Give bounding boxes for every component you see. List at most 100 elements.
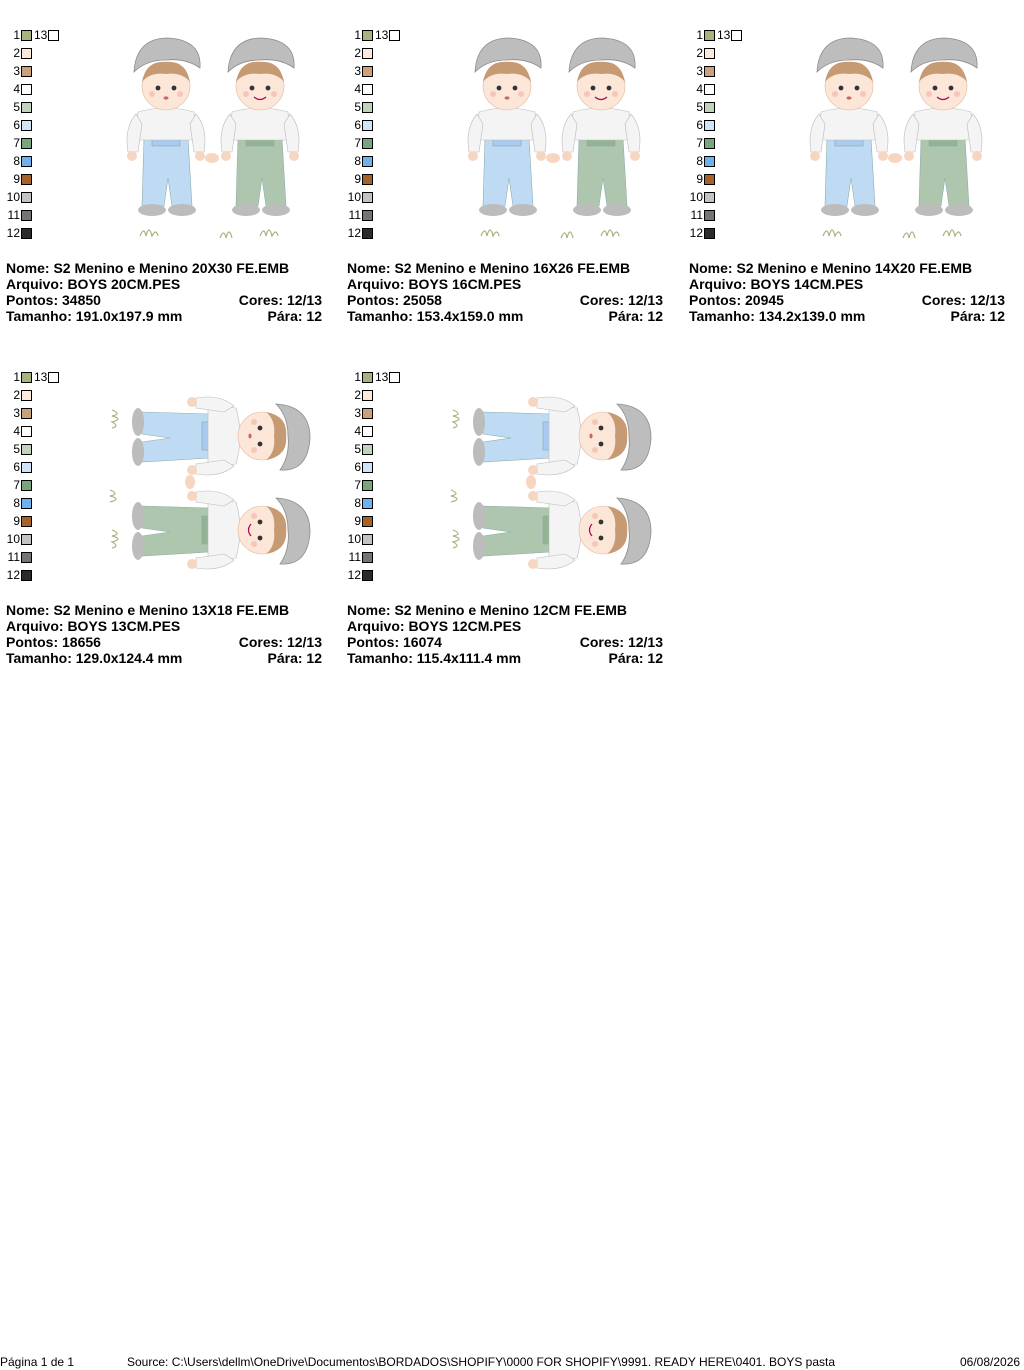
color-swatch [704, 155, 715, 167]
design-file: Arquivo: BOYS 12CM.PES [347, 618, 522, 634]
info-line: Nome: S2 Menino e Menino 20X30 FE.EMB [6, 260, 322, 276]
color-number: 1 [696, 28, 703, 42]
info-line: Tamanho: 134.2x139.0 mm Pára: 12 [689, 308, 1005, 324]
color-swatch-row: 2 [341, 46, 373, 60]
color-number: 10 [6, 190, 20, 204]
color-number: 9 [696, 172, 703, 186]
color-swatch [362, 497, 373, 509]
design-info: Nome: S2 Menino e Menino 12CM FE.EMB Arqu… [347, 602, 663, 666]
info-line: Arquivo: BOYS 20CM.PES [6, 276, 322, 292]
color-number: 11 [348, 550, 361, 564]
color-number: 11 [348, 208, 361, 222]
color-number: 4 [354, 82, 361, 96]
embroidery-preview [100, 370, 320, 590]
color-swatch-row: 9 [0, 514, 32, 528]
color-swatch-row: 12 [0, 568, 32, 582]
color-swatch-row: 4 [341, 82, 373, 96]
color-number: 2 [354, 46, 361, 60]
info-line: Pontos: 34850 Cores: 12/13 [6, 292, 322, 308]
design-size: Tamanho: 153.4x159.0 mm [347, 308, 524, 324]
color-number: 11 [7, 208, 20, 222]
design-info: Nome: S2 Menino e Menino 13X18 FE.EMB Arq… [6, 602, 322, 666]
info-line: Nome: S2 Menino e Menino 12CM FE.EMB [347, 602, 663, 618]
color-swatch [21, 101, 32, 113]
color-swatch [704, 137, 715, 149]
color-count: Cores: 12/13 [238, 292, 322, 308]
color-swatch-row: 5 [0, 100, 32, 114]
color-swatch-row: 5 [341, 100, 373, 114]
color-swatch-row: 10 [0, 532, 32, 546]
color-swatch [21, 515, 32, 527]
design-card: 1 2 3 4 5 6 7 8 9 10 11 12 13 [0, 370, 322, 680]
color-number: 12 [6, 226, 20, 240]
color-swatch-row: 11 [683, 208, 715, 222]
color-swatch-row: 8 [341, 496, 373, 510]
color-swatch-row: 13 [34, 28, 60, 42]
color-swatch [21, 47, 32, 59]
color-swatch-row: 2 [0, 388, 32, 402]
color-swatch [21, 551, 32, 563]
color-number: 11 [690, 208, 703, 222]
color-swatch [21, 371, 32, 383]
color-swatch [362, 191, 373, 203]
color-number: 8 [13, 496, 20, 510]
color-swatch-row: 10 [341, 532, 373, 546]
design-info: Nome: S2 Menino e Menino 16X26 FE.EMB Arq… [347, 260, 663, 324]
color-swatch [362, 155, 373, 167]
color-swatch-row: 4 [0, 424, 32, 438]
color-swatch [21, 209, 32, 221]
color-number: 1 [354, 28, 361, 42]
color-swatch [21, 461, 32, 473]
design-card: 1 2 3 4 5 6 7 8 9 10 11 12 13 [0, 28, 322, 338]
color-number: 3 [354, 406, 361, 420]
color-swatch [362, 407, 373, 419]
color-swatch-row: 9 [683, 172, 715, 186]
color-swatch-row: 8 [0, 496, 32, 510]
color-swatch-row: 11 [341, 550, 373, 564]
color-number: 3 [354, 64, 361, 78]
design-size: Tamanho: 191.0x197.9 mm [6, 308, 183, 324]
color-number: 12 [689, 226, 703, 240]
color-swatch [21, 191, 32, 203]
color-number: 8 [354, 154, 361, 168]
color-swatch-row: 7 [341, 136, 373, 150]
color-swatch-row: 4 [341, 424, 373, 438]
color-number: 3 [13, 406, 20, 420]
color-swatch [21, 119, 32, 131]
design-info: Nome: S2 Menino e Menino 14X20 FE.EMB Arq… [689, 260, 1005, 324]
color-swatch [704, 173, 715, 185]
color-swatch-row: 13 [34, 370, 60, 384]
color-swatch [362, 371, 373, 383]
color-swatch-row: 3 [341, 64, 373, 78]
color-number: 13 [717, 28, 731, 42]
color-count: Cores: 12/13 [921, 292, 1005, 308]
info-line: Tamanho: 153.4x159.0 mm Pára: 12 [347, 308, 663, 324]
color-swatch-row: 9 [341, 514, 373, 528]
color-swatch-row: 13 [375, 370, 401, 384]
color-number: 11 [7, 550, 20, 564]
color-swatch [362, 479, 373, 491]
color-number: 10 [347, 532, 361, 546]
color-swatch-row: 7 [683, 136, 715, 150]
color-number: 5 [13, 100, 20, 114]
color-swatch-row: 11 [0, 550, 32, 564]
color-number: 3 [13, 64, 20, 78]
color-number: 6 [13, 118, 20, 132]
color-swatch [362, 173, 373, 185]
design-card: 1 2 3 4 5 6 7 8 9 10 11 12 13 [341, 370, 663, 680]
color-number: 2 [696, 46, 703, 60]
color-number: 12 [347, 568, 361, 582]
color-swatch-row: 12 [341, 568, 373, 582]
color-swatch [704, 29, 715, 41]
color-swatch-row: 3 [0, 406, 32, 420]
color-swatch-row: 10 [341, 190, 373, 204]
color-swatch [362, 389, 373, 401]
design-size: Tamanho: 134.2x139.0 mm [689, 308, 866, 324]
stop-count: Pára: 12 [267, 650, 322, 666]
color-swatch [362, 29, 373, 41]
color-swatch [362, 137, 373, 149]
color-swatch-row: 10 [0, 190, 32, 204]
info-line: Arquivo: BOYS 12CM.PES [347, 618, 663, 634]
design-name: Nome: S2 Menino e Menino 20X30 FE.EMB [6, 260, 290, 276]
source-path: Source: C:\Users\dellm\OneDrive\Document… [127, 1355, 836, 1369]
